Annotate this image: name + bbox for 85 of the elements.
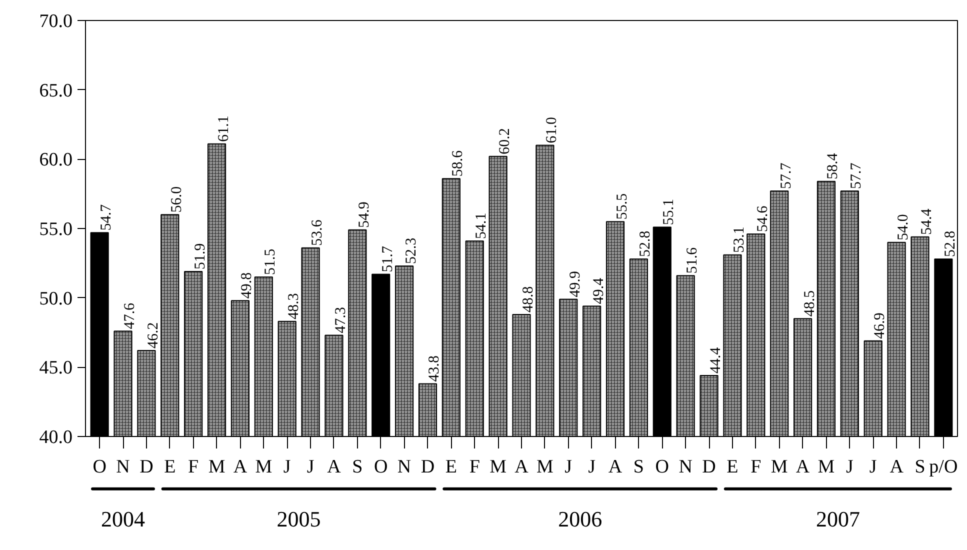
y-tick-label: 50.0 — [39, 288, 72, 310]
data-label: 46.9 — [872, 312, 888, 339]
data-label: 48.5 — [802, 290, 818, 317]
x-tick-label: D — [420, 456, 435, 478]
data-label: 54.1 — [474, 212, 490, 239]
text: 2005 — [276, 506, 321, 532]
data-label: 61.0 — [544, 117, 560, 144]
data-label: 56.0 — [168, 186, 185, 213]
x-tick-label: S — [914, 456, 926, 478]
x-tick-label: J — [846, 456, 854, 478]
y-tick-label: 55.0 — [39, 219, 72, 240]
data-label: 51.7 — [380, 246, 396, 272]
data-label: 49.4 — [590, 277, 607, 304]
data-label: 54.7 — [98, 204, 115, 231]
x-tick-label: N — [397, 456, 412, 478]
data-label: 54.4 — [918, 208, 935, 235]
data-label: 43.8 — [426, 356, 443, 382]
data-label: 48.8 — [520, 286, 536, 312]
x-tick-label: D — [702, 456, 716, 478]
x-tick-label: S — [352, 456, 363, 478]
x-tick-label: F — [188, 456, 199, 478]
y-tick-label: 60.0 — [39, 150, 72, 171]
data-label: 44.4 — [708, 346, 724, 374]
x-tick-label: E — [164, 456, 176, 478]
data-label: 52.8 — [638, 230, 654, 258]
data-label: 51.5 — [262, 248, 279, 276]
y-tick-label: 45.0 — [39, 358, 72, 379]
data-label: 60.2 — [497, 128, 514, 154]
x-tick-label: O — [374, 456, 388, 478]
data-label: 48.3 — [286, 293, 302, 320]
x-tick-label: J — [283, 456, 291, 478]
data-label: 55.1 — [661, 198, 678, 226]
x-tick-label: N — [678, 456, 693, 478]
data-label: 57.7 — [848, 162, 865, 190]
x-tick-label: A — [233, 456, 248, 478]
x-tick-label: A — [327, 456, 342, 478]
x-tick-label: p/O — [929, 456, 958, 478]
text: 2004 — [101, 506, 146, 532]
data-label: 54.6 — [754, 205, 771, 232]
text: 2007 — [816, 506, 860, 532]
x-tick-label: M — [818, 456, 835, 478]
x-tick-label: F — [750, 456, 762, 478]
x-tick-label: A — [608, 456, 622, 478]
x-tick-label: M — [770, 456, 788, 478]
x-tick-label: A — [796, 456, 810, 478]
x-tick-label: A — [514, 456, 529, 478]
y-tick-label: 65.0 — [39, 80, 72, 102]
x-tick-label: J — [306, 456, 314, 478]
data-label: 57.7 — [778, 162, 794, 190]
data-label: 47.6 — [122, 302, 138, 330]
x-tick-label: M — [536, 456, 554, 478]
data-label: 53.6 — [310, 219, 326, 246]
data-label: 53.1 — [731, 226, 748, 253]
data-label: 61.1 — [216, 116, 232, 142]
data-label: 52.3 — [403, 238, 420, 264]
data-label: 51.6 — [684, 246, 701, 274]
data-label: 51.9 — [192, 243, 208, 270]
x-tick-label: J — [564, 456, 572, 478]
data-label: 49.8 — [239, 272, 256, 299]
data-label: 58.6 — [450, 150, 466, 177]
y-tick-label: 40.0 — [39, 427, 72, 448]
data-label: 54.0 — [896, 214, 912, 240]
data-label: 52.8 — [942, 230, 958, 258]
x-tick-label: E — [726, 456, 738, 478]
data-label: 46.2 — [145, 322, 162, 349]
data-label: 49.9 — [567, 270, 584, 298]
y-tick-label: 70.0 — [39, 11, 72, 32]
x-tick-label: S — [633, 456, 644, 478]
text: 2006 — [558, 506, 602, 532]
data-label: 58.4 — [825, 152, 842, 180]
data-label: 55.5 — [614, 193, 630, 220]
x-tick-label: O — [92, 456, 106, 478]
x-tick-label: A — [890, 456, 904, 478]
x-tick-label: E — [445, 456, 457, 478]
x-tick-label: F — [469, 456, 480, 478]
x-tick-label: M — [255, 456, 272, 478]
x-tick-label: J — [588, 456, 596, 478]
x-tick-label: N — [116, 456, 130, 478]
x-tick-label: M — [490, 456, 507, 478]
x-tick-label: M — [208, 456, 226, 478]
data-label: 54.9 — [356, 202, 372, 228]
x-tick-label: D — [140, 456, 154, 478]
x-tick-label: O — [655, 456, 670, 478]
x-tick-label: J — [869, 456, 877, 478]
data-label: 47.3 — [332, 307, 349, 334]
